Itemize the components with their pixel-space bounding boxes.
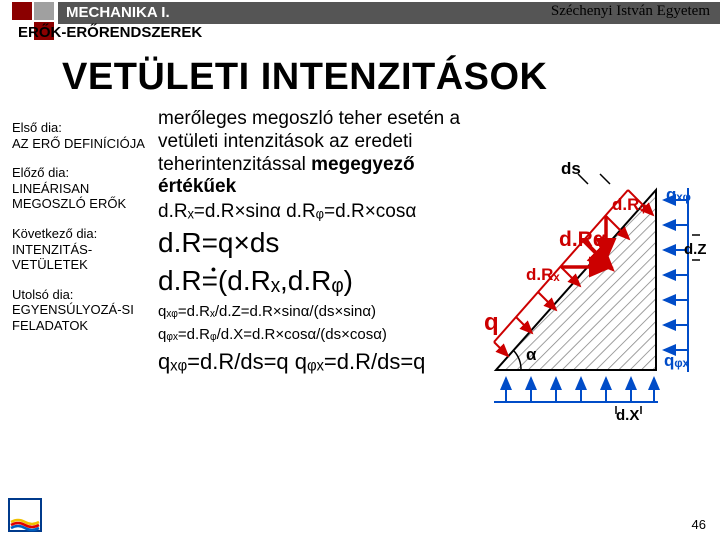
section-title: ERŐK-ERŐRENDSZEREK xyxy=(18,24,202,41)
lead-text: merőleges megoszló teher esetén a vetüle… xyxy=(158,108,468,199)
load-diagram: ds d.Rᵩ d.Rα d.Rₓ q α qₓᵩ qᵩₓ d.Z d.X xyxy=(466,160,706,420)
nav-next-slide[interactable]: Következő dia: INTENZITÁS-VETÜLETEK xyxy=(12,226,152,273)
nav-first-slide[interactable]: Első dia: AZ ERŐ DEFINÍCIÓJA xyxy=(12,120,152,151)
nav-last-slide[interactable]: Utolsó dia: EGYENSÚLYOZÁ-SI FELADATOK xyxy=(12,287,152,334)
course-title: MECHANIKA I. xyxy=(66,4,170,21)
equation-dR-vector: • d.R=(d.Rₓ,d.Rᵩ) xyxy=(158,265,468,297)
slide-nav-sidebar: Első dia: AZ ERŐ DEFINÍCIÓJA Előző dia: … xyxy=(12,120,152,348)
lbl-qzx: qᵩₓ xyxy=(664,351,690,370)
header: MECHANIKA I. Széchenyi István Egyetem ER… xyxy=(0,0,720,44)
nav-body: EGYENSÚLYOZÁ-SI FELADATOK xyxy=(12,302,134,333)
nav-lead: Következő dia: xyxy=(12,226,97,241)
university-name: Széchenyi István Egyetem xyxy=(551,0,710,22)
nav-lead: Utolsó dia: xyxy=(12,287,73,302)
lbl-alpha: α xyxy=(526,345,537,364)
lbl-ds: ds xyxy=(561,160,581,178)
equation-qxz-expand: qₓᵩ=d.Rₓ/d.Z=d.R×sinα/(ds×sinα) xyxy=(158,303,468,320)
lbl-dZ: d.Z xyxy=(684,241,706,258)
equation-result: qₓᵩ=d.R/ds=q qᵩₓ=d.R/ds=q xyxy=(158,349,468,375)
equation-dR-vector-text: d.R=(d.Rₓ,d.Rᵩ) xyxy=(158,265,353,296)
content-body: merőleges megoszló teher esetén a vetüle… xyxy=(158,108,468,375)
page-number: 46 xyxy=(692,517,706,532)
equation-components: d.Rₓ=d.R×sinα d.Rᵩ=d.R×cosα xyxy=(158,201,468,223)
equation-qzx-expand: qᵩₓ=d.Rᵩ/d.X=d.R×cosα/(ds×cosα) xyxy=(158,326,468,343)
nav-body: LINEÁRISAN MEGOSZLÓ ERŐK xyxy=(12,181,126,212)
lbl-dRz: d.Rᵩ xyxy=(612,195,648,214)
nav-body: INTENZITÁS-VETÜLETEK xyxy=(12,242,92,273)
lbl-dX: d.X xyxy=(616,407,639,420)
nav-prev-slide[interactable]: Előző dia: LINEÁRISAN MEGOSZLÓ ERŐK xyxy=(12,165,152,212)
page-title: VETÜLETI INTENZITÁSOK xyxy=(62,56,548,99)
nav-lead: Előző dia: xyxy=(12,165,69,180)
nav-lead: Első dia: xyxy=(12,120,62,135)
lbl-qxz: qₓᵩ xyxy=(666,185,691,204)
lbl-q: q xyxy=(484,309,499,336)
lbl-dRx: d.Rₓ xyxy=(526,265,560,284)
equation-dR-qds: d.R=q×ds xyxy=(158,227,468,259)
nav-body: AZ ERŐ DEFINÍCIÓJA xyxy=(12,136,145,151)
footer-logo-icon xyxy=(8,498,42,532)
vector-dot-icon: • xyxy=(211,261,216,277)
lbl-dRa: d.Rα xyxy=(559,228,606,251)
